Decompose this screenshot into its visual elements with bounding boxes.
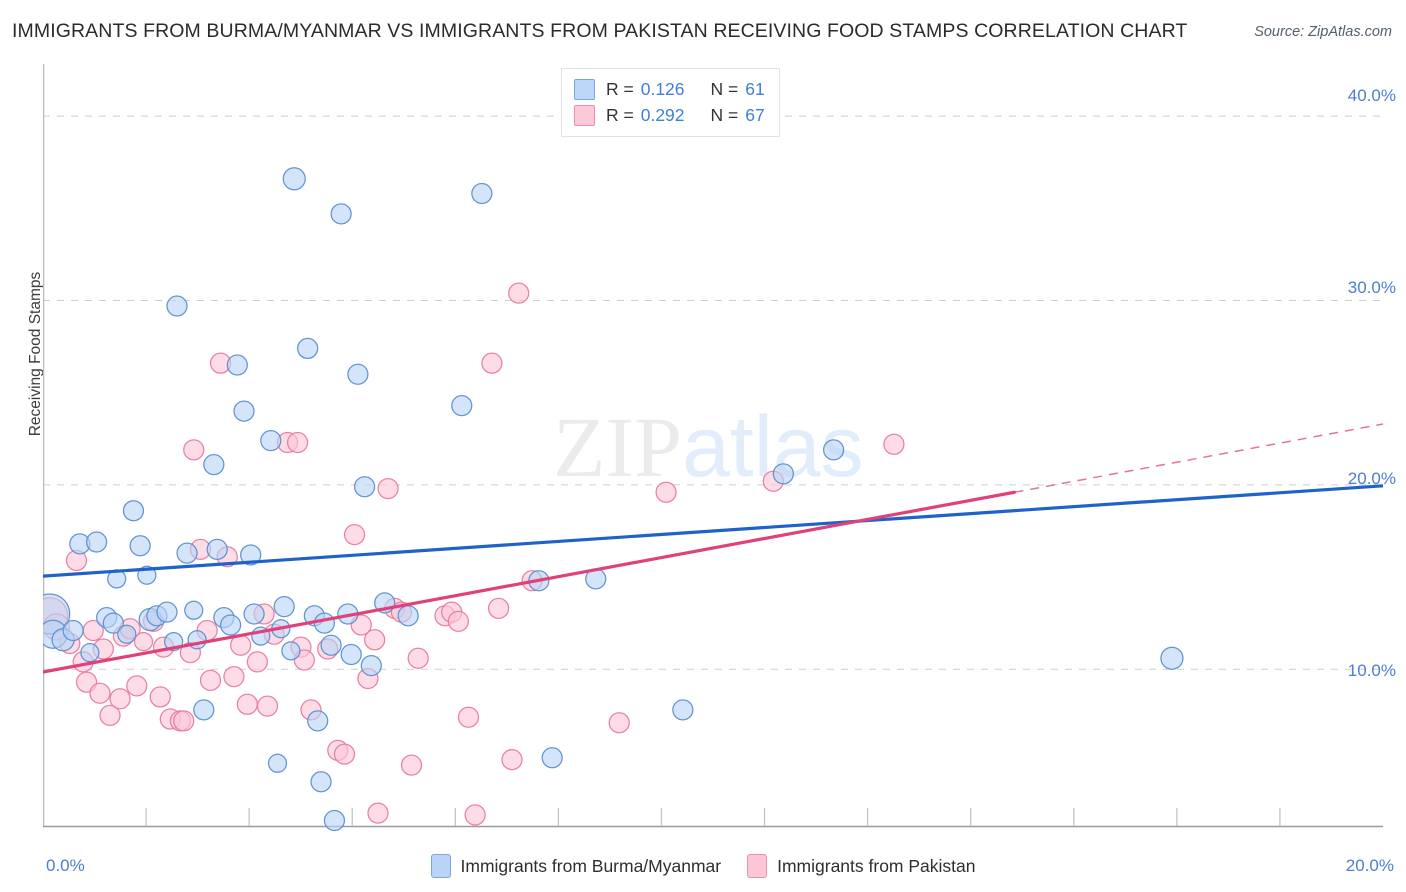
legend-item-burma[interactable]: Immigrants from Burma/Myanmar: [430, 854, 722, 878]
x-tick-label-min: 0.0%: [46, 856, 85, 875]
x-tick-label-max: 20.0%: [1345, 856, 1394, 875]
legend-label-pakistan: Immigrants from Pakistan: [777, 855, 976, 876]
legend-swatch-pakistan: [747, 854, 768, 878]
y-tick-label-20: 20.0%: [1347, 469, 1396, 488]
stats-r-key-pakistan: R =: [606, 104, 634, 125]
y-tick-label-30: 30.0%: [1347, 278, 1396, 297]
stats-r-value-pakistan: 0.292: [640, 104, 685, 125]
legend-swatch-burma: [430, 854, 451, 878]
stats-n-key-pakistan: N =: [710, 104, 739, 125]
stats-r-value-burma: 0.126: [640, 78, 685, 99]
legend-label-burma: Immigrants from Burma/Myanmar: [460, 855, 722, 876]
stats-n-value-burma: 61: [745, 78, 765, 99]
scatter-svg: [43, 64, 1383, 832]
stats-swatch-pakistan: [574, 104, 595, 126]
y-tick-label-40: 40.0%: [1347, 86, 1396, 105]
data-points-pakistan: [43, 282, 905, 826]
stats-r-key-burma: R =: [606, 78, 634, 99]
stats-n-value-pakistan: 67: [745, 104, 765, 125]
stats-row-pakistan: R = 0.292 N = 67: [574, 102, 765, 128]
page-title: IMMIGRANTS FROM BURMA/MYANMAR VS IMMIGRA…: [12, 20, 1188, 42]
x-axis-ticks: [145, 808, 1281, 826]
correlation-stats-box: R = 0.126 N = 61 R = 0.292 N = 67: [561, 68, 780, 137]
stats-swatch-burma: [574, 78, 595, 100]
gridlines: [43, 115, 1383, 670]
axis-lines: [43, 64, 1383, 828]
series-legend: Immigrants from Burma/Myanmar Immigrants…: [0, 854, 1406, 878]
trend-lines: [43, 423, 1383, 674]
source-attribution: Source: ZipAtlas.com: [1254, 24, 1392, 40]
legend-item-pakistan[interactable]: Immigrants from Pakistan: [747, 854, 976, 878]
data-points-burma: [43, 167, 1184, 832]
plot-area: [43, 64, 1383, 834]
y-tick-label-10: 10.0%: [1347, 661, 1396, 680]
stats-row-burma: R = 0.126 N = 61: [574, 76, 765, 102]
stats-n-key-burma: N =: [710, 78, 739, 99]
